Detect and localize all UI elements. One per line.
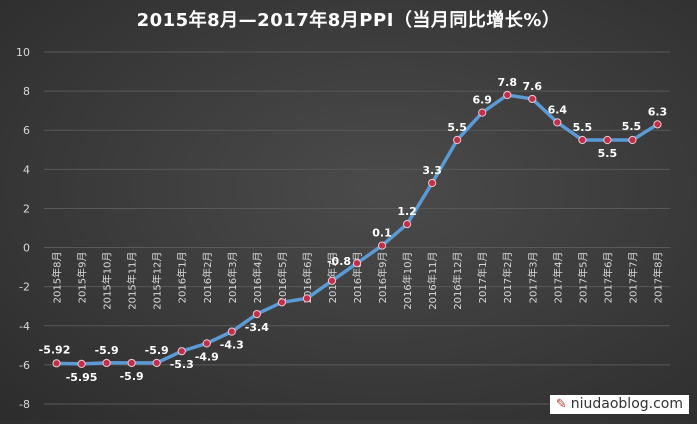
x-tick-label: 2017年1月 <box>476 252 489 304</box>
data-label: 6.4 <box>548 103 568 116</box>
data-point <box>478 108 487 117</box>
data-point <box>152 358 161 368</box>
y-tick-label: 0 <box>23 242 30 255</box>
data-label: 7.8 <box>497 76 517 89</box>
data-point <box>402 219 412 229</box>
data-point <box>352 259 362 268</box>
y-tick-label: -6 <box>19 359 30 372</box>
y-tick-label: 4 <box>23 163 30 176</box>
y-tick-label: -8 <box>19 398 30 411</box>
x-tick-label: 2016年2月 <box>201 252 214 304</box>
pen-icon: ✎ <box>555 396 567 412</box>
x-tick-label: 2017年5月 <box>576 252 589 304</box>
x-tick-label: 2017年2月 <box>501 252 514 304</box>
x-tick-label: 2017年7月 <box>626 252 639 304</box>
data-point <box>252 309 261 319</box>
data-point <box>603 135 612 145</box>
x-tick-label: 2016年1月 <box>176 252 189 304</box>
x-tick-label: 2017年8月 <box>651 252 664 304</box>
watermark-text: niudaoblog.com <box>570 396 683 412</box>
data-label: -5.95 <box>66 371 98 384</box>
x-tick-label: 2016年5月 <box>276 252 289 304</box>
y-tick-label: -2 <box>19 281 30 294</box>
data-point <box>653 120 662 129</box>
data-label: 0.1 <box>372 227 392 240</box>
data-point <box>227 327 236 336</box>
data-label: -4.9 <box>195 350 219 363</box>
x-tick-label: 2015年8月 <box>51 252 64 304</box>
x-tick-label: 2016年11月 <box>426 252 439 310</box>
chart-title: 2015年8月—2017年8月PPI（当月同比增长%） <box>136 10 561 31</box>
data-point <box>302 294 312 303</box>
x-tick-label: 2016年12月 <box>451 252 464 310</box>
data-point <box>327 276 337 285</box>
data-label: -5.92 <box>39 343 71 356</box>
data-label: 5.5 <box>598 147 618 160</box>
data-point <box>453 135 462 145</box>
y-tick-label: 6 <box>23 124 30 137</box>
y-tick-label: 8 <box>23 85 30 98</box>
data-point <box>102 358 111 368</box>
data-label: 6.9 <box>472 94 492 107</box>
data-point <box>77 359 86 369</box>
data-point <box>277 298 286 307</box>
data-label: -5.9 <box>120 370 144 383</box>
x-tick-label: 2017年4月 <box>551 252 564 304</box>
data-label: -3.4 <box>245 321 269 334</box>
data-point <box>428 178 437 188</box>
x-tick-label: 2017年3月 <box>526 252 539 304</box>
data-label: 7.6 <box>523 80 543 93</box>
data-label: 6.3 <box>648 105 668 118</box>
data-label: -5.9 <box>145 344 169 357</box>
data-label: -0.8 <box>327 255 351 268</box>
data-point <box>553 118 562 127</box>
data-label: -5.3 <box>170 358 194 371</box>
data-point <box>127 358 136 368</box>
x-tick-label: 2016年3月 <box>226 252 239 304</box>
y-tick-label: 2 <box>23 202 30 215</box>
watermark: ✎ niudaoblog.com <box>549 395 689 414</box>
data-label: 5.5 <box>573 121 593 134</box>
data-point <box>377 241 387 250</box>
x-tick-label: 2015年9月 <box>76 252 89 304</box>
data-point <box>528 94 537 104</box>
x-tick-label: 2016年6月 <box>301 252 314 304</box>
y-tick-label: 10 <box>16 46 30 59</box>
data-label: 5.5 <box>622 120 642 133</box>
data-point <box>52 359 61 368</box>
x-tick-label: 2016年10月 <box>401 252 414 310</box>
x-tick-label: 2015年11月 <box>126 252 139 310</box>
x-tick-label: 2015年10月 <box>101 252 114 310</box>
x-tick-label: 2015年12月 <box>151 252 164 310</box>
data-point <box>578 135 587 145</box>
series-line <box>54 93 660 366</box>
data-point <box>628 135 637 145</box>
x-tick-label: 2016年4月 <box>251 252 264 304</box>
data-label: -5.9 <box>95 344 119 357</box>
x-tick-label: 2016年9月 <box>376 252 389 304</box>
data-point <box>503 90 512 100</box>
data-point <box>202 339 211 348</box>
data-label: 1.2 <box>397 205 417 218</box>
data-label: -4.3 <box>220 339 244 352</box>
y-tick-label: -4 <box>19 320 30 333</box>
data-label: 3.3 <box>422 164 442 177</box>
x-tick-label: 2017年6月 <box>601 252 614 304</box>
data-point <box>177 347 186 356</box>
data-label: 5.5 <box>447 121 467 134</box>
